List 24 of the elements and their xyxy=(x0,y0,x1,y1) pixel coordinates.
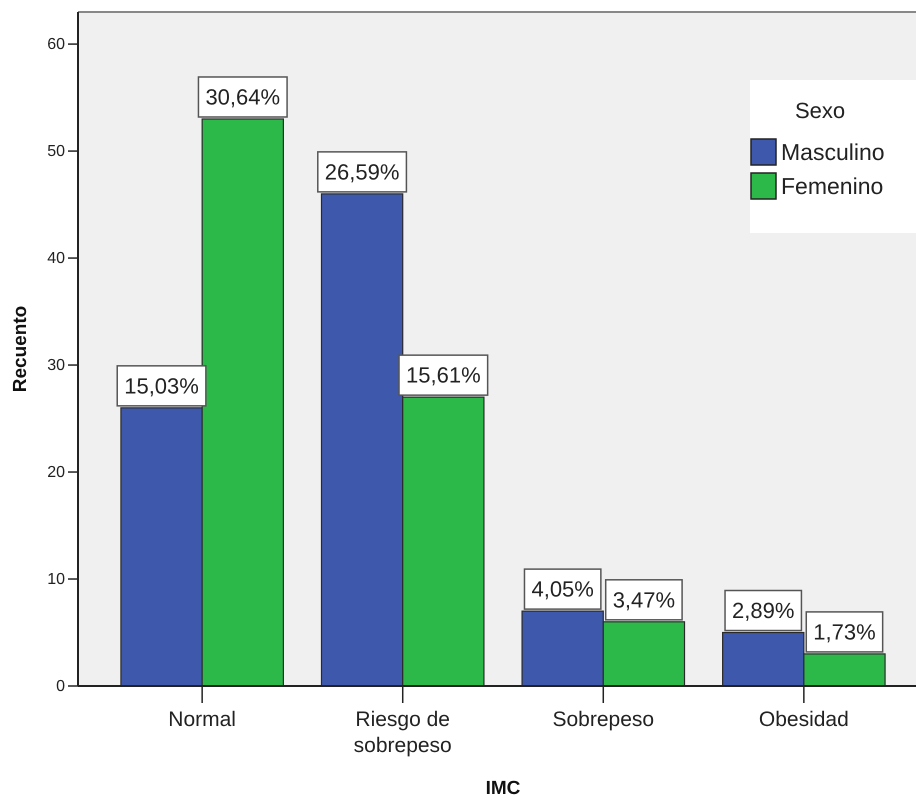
annotation: 3,47% xyxy=(612,587,676,612)
x-tick-label: Riesgo de sobrepeso xyxy=(354,708,452,757)
y-tick-label: 40 xyxy=(47,250,66,268)
annotation: 2,89% xyxy=(732,598,794,624)
y-tick-label: 10 xyxy=(47,571,66,588)
annotation: 30,64% xyxy=(205,84,280,110)
y-tick-label: 0 xyxy=(56,678,66,696)
y-tick-label: 50 xyxy=(47,143,66,160)
y-tick-label: 60 xyxy=(47,36,66,54)
annotation: 26,59% xyxy=(324,159,400,184)
x-tick-label: Obesidad xyxy=(758,708,849,731)
x-tick-label: Normal xyxy=(168,708,236,731)
annotation: 15,03% xyxy=(124,373,199,398)
annotation: 4,05% xyxy=(531,576,594,602)
x-tick-label: Sobrepeso xyxy=(552,708,654,731)
annotation: 1,73% xyxy=(813,619,876,644)
y-tick-label: 20 xyxy=(47,464,66,482)
y-axis-title: Recuento xyxy=(10,306,31,392)
legend-title: Sexo xyxy=(795,98,846,123)
annotation: 15,61% xyxy=(406,362,481,388)
legend-label: Femenino xyxy=(781,173,884,199)
legend-label: Masculino xyxy=(781,139,885,165)
y-tick-label: 30 xyxy=(47,357,66,374)
x-axis-title: IMC xyxy=(486,778,521,799)
